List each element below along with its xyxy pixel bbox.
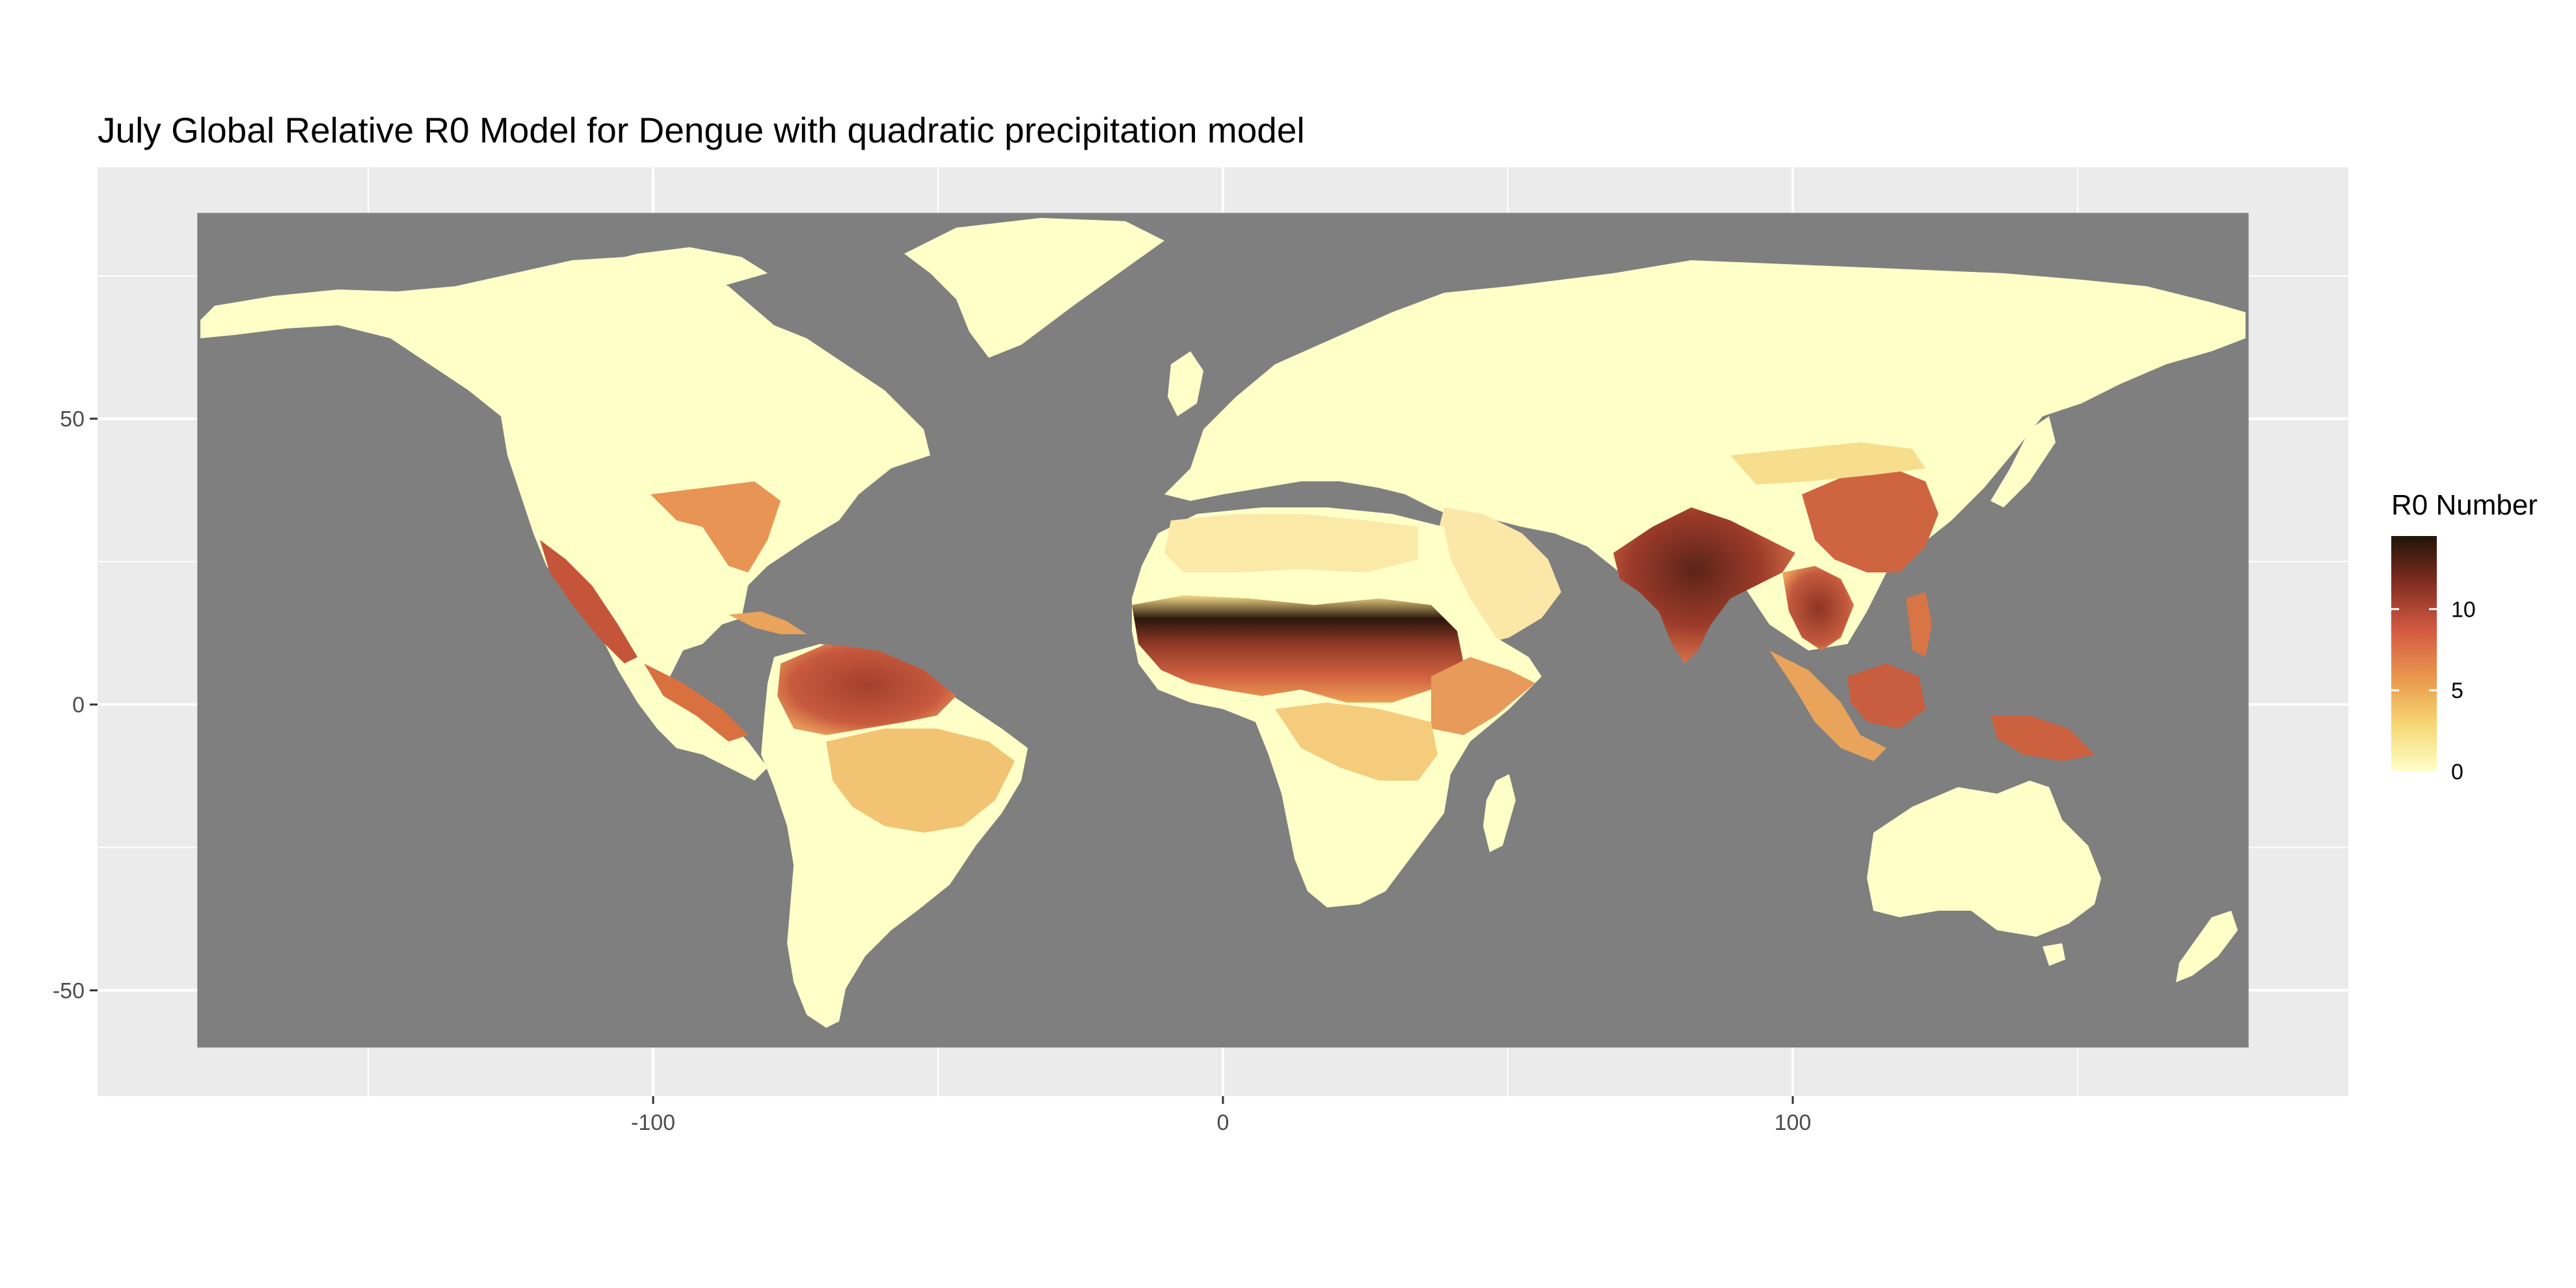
landmass-north-america (200, 257, 930, 781)
landmass-australia (1867, 781, 2101, 937)
legend-label: 10 (2451, 597, 2476, 622)
legend-label: 0 (2451, 760, 2463, 785)
legend-ticks: 0 5 10 (2391, 597, 2476, 785)
hotspot-east-africa (1431, 657, 1535, 735)
map-title: July Global Relative R0 Model for Dengue… (98, 110, 1305, 150)
legend: 0 5 10 (2391, 536, 2476, 785)
landmass-borneo (1847, 664, 1925, 729)
hotspot-central-africa (1275, 703, 1438, 781)
landmass-arctic-islands (520, 247, 768, 299)
landmass-new-guinea (1991, 716, 2095, 761)
legend-title: R0 Number (2391, 489, 2538, 521)
landmass-japan (1991, 416, 2056, 507)
landmass-greenland (904, 218, 1164, 358)
hotspot-central-america (644, 664, 748, 742)
landmass-eurasia (1164, 260, 2246, 651)
hotspot-inner-asia (1730, 442, 1925, 485)
hotspot-brazil (826, 729, 1015, 833)
axes: -100 0 100 -50 0 50 (53, 407, 1811, 1135)
landmass-british-isles (1168, 351, 1203, 416)
landmass-tasmania (2043, 943, 2065, 966)
landmass-new-zealand (2176, 911, 2238, 982)
hotspot-sahara-band (1164, 514, 1418, 572)
hotspot-indochina (1782, 566, 1854, 651)
y-tick-label: 0 (72, 693, 85, 718)
x-tick-label: 0 (1217, 1110, 1229, 1135)
landmass-philippines (1906, 592, 1932, 657)
legend-colorbar (2391, 536, 2437, 771)
landmass-madagascar (1483, 774, 1516, 852)
hotspot-china (1802, 468, 1939, 572)
landmass-caribbean (729, 611, 807, 634)
hotspot-india (1613, 507, 1795, 664)
hotspot-sahel (1132, 595, 1464, 703)
y-tick-label: 50 (60, 407, 85, 432)
hotspot-amazon (777, 644, 956, 735)
legend-label: 5 (2451, 678, 2463, 703)
hotspot-southeast-us (651, 481, 781, 572)
r0-hotspots (540, 442, 1939, 833)
y-tick-label: -50 (53, 978, 85, 1003)
x-tick-label: -100 (631, 1110, 675, 1135)
hotspot-mexico (540, 540, 637, 664)
x-tick-label: 100 (1775, 1110, 1812, 1135)
landmass-maritime-asia (1769, 651, 1886, 761)
